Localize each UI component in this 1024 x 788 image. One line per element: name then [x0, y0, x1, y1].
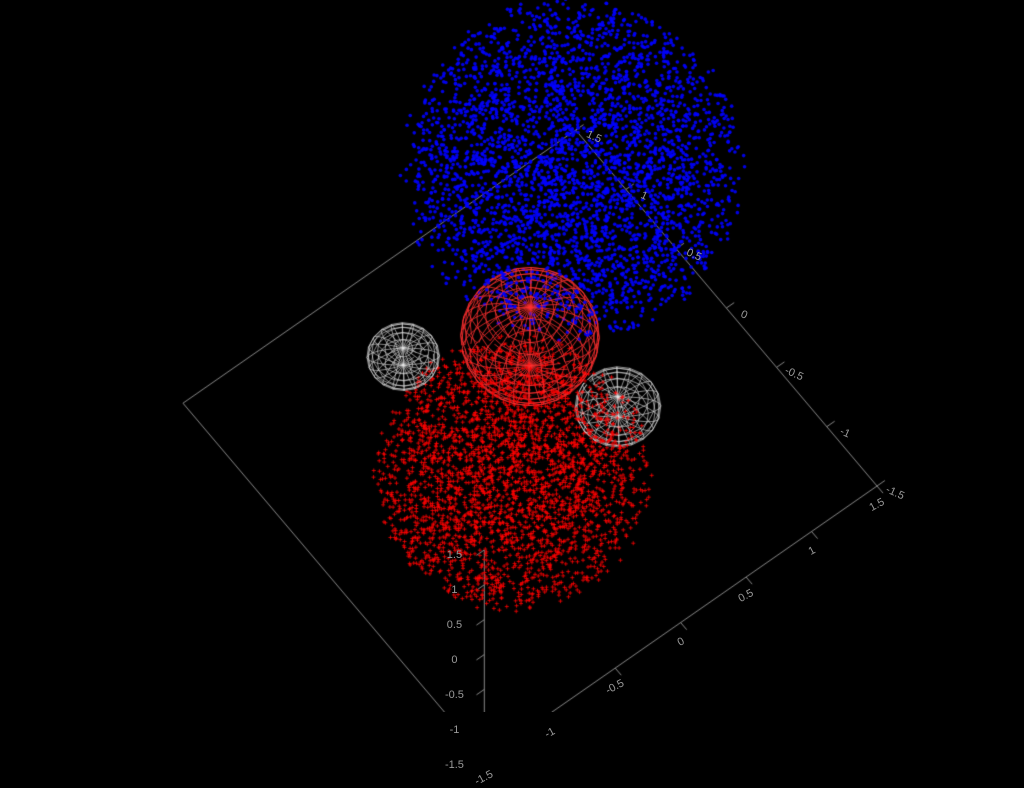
scatter3d-plot [0, 0, 1024, 712]
tick-label: -1.5 [473, 768, 495, 788]
tick-label: -1 [450, 724, 460, 736]
tick-label: -1 [543, 725, 557, 740]
tick-label: -1.5 [445, 759, 464, 771]
